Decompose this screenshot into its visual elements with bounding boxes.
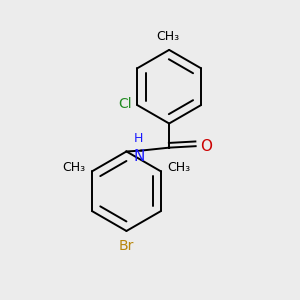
Text: N: N [133,149,145,164]
Text: CH₃: CH₃ [62,161,86,174]
Text: O: O [200,139,212,154]
Text: CH₃: CH₃ [167,161,190,174]
Text: H: H [134,132,143,145]
Text: Br: Br [119,238,134,253]
Text: Cl: Cl [118,97,132,111]
Text: CH₃: CH₃ [156,30,179,44]
